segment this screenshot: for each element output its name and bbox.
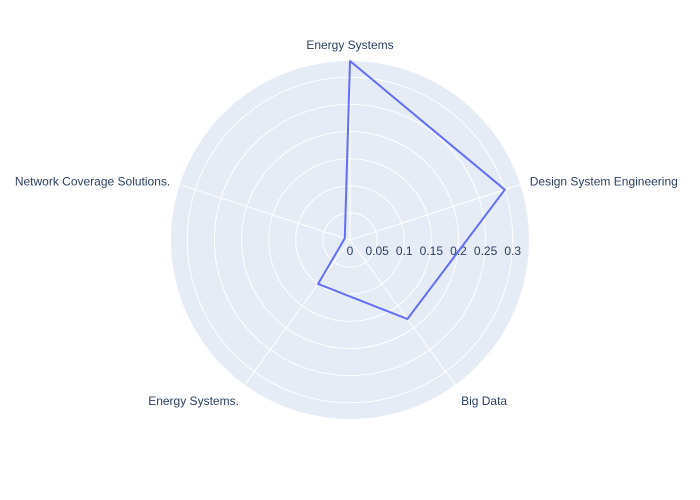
category-label: Energy Systems. [148, 394, 239, 408]
category-label: Big Data [461, 394, 507, 408]
radial-tick-labels: 0 0.05 0.1 0.15 0.2 0.25 0.3 [347, 244, 522, 258]
radial-tick-label: 0.05 [365, 244, 389, 258]
radial-tick-label: 0.1 [396, 244, 413, 258]
radial-tick-label: 0.15 [420, 244, 444, 258]
category-labels: Energy Systems Design System Engineering B… [15, 38, 678, 408]
series-line [317, 60, 506, 320]
angular-gridline [179, 184, 351, 241]
radial-tick-label: 0.3 [504, 244, 521, 258]
angular-gridline [244, 239, 351, 386]
radial-tick-label: 0 [347, 244, 354, 258]
angular-gridline [349, 239, 456, 386]
category-label: Design System Engineering [530, 175, 678, 189]
radial-tick-label: 0.25 [474, 244, 498, 258]
category-label: Network Coverage Solutions. [15, 175, 170, 189]
angular-gridlines [179, 61, 521, 386]
angular-gridline [349, 184, 521, 241]
category-label: Energy Systems [306, 38, 393, 52]
